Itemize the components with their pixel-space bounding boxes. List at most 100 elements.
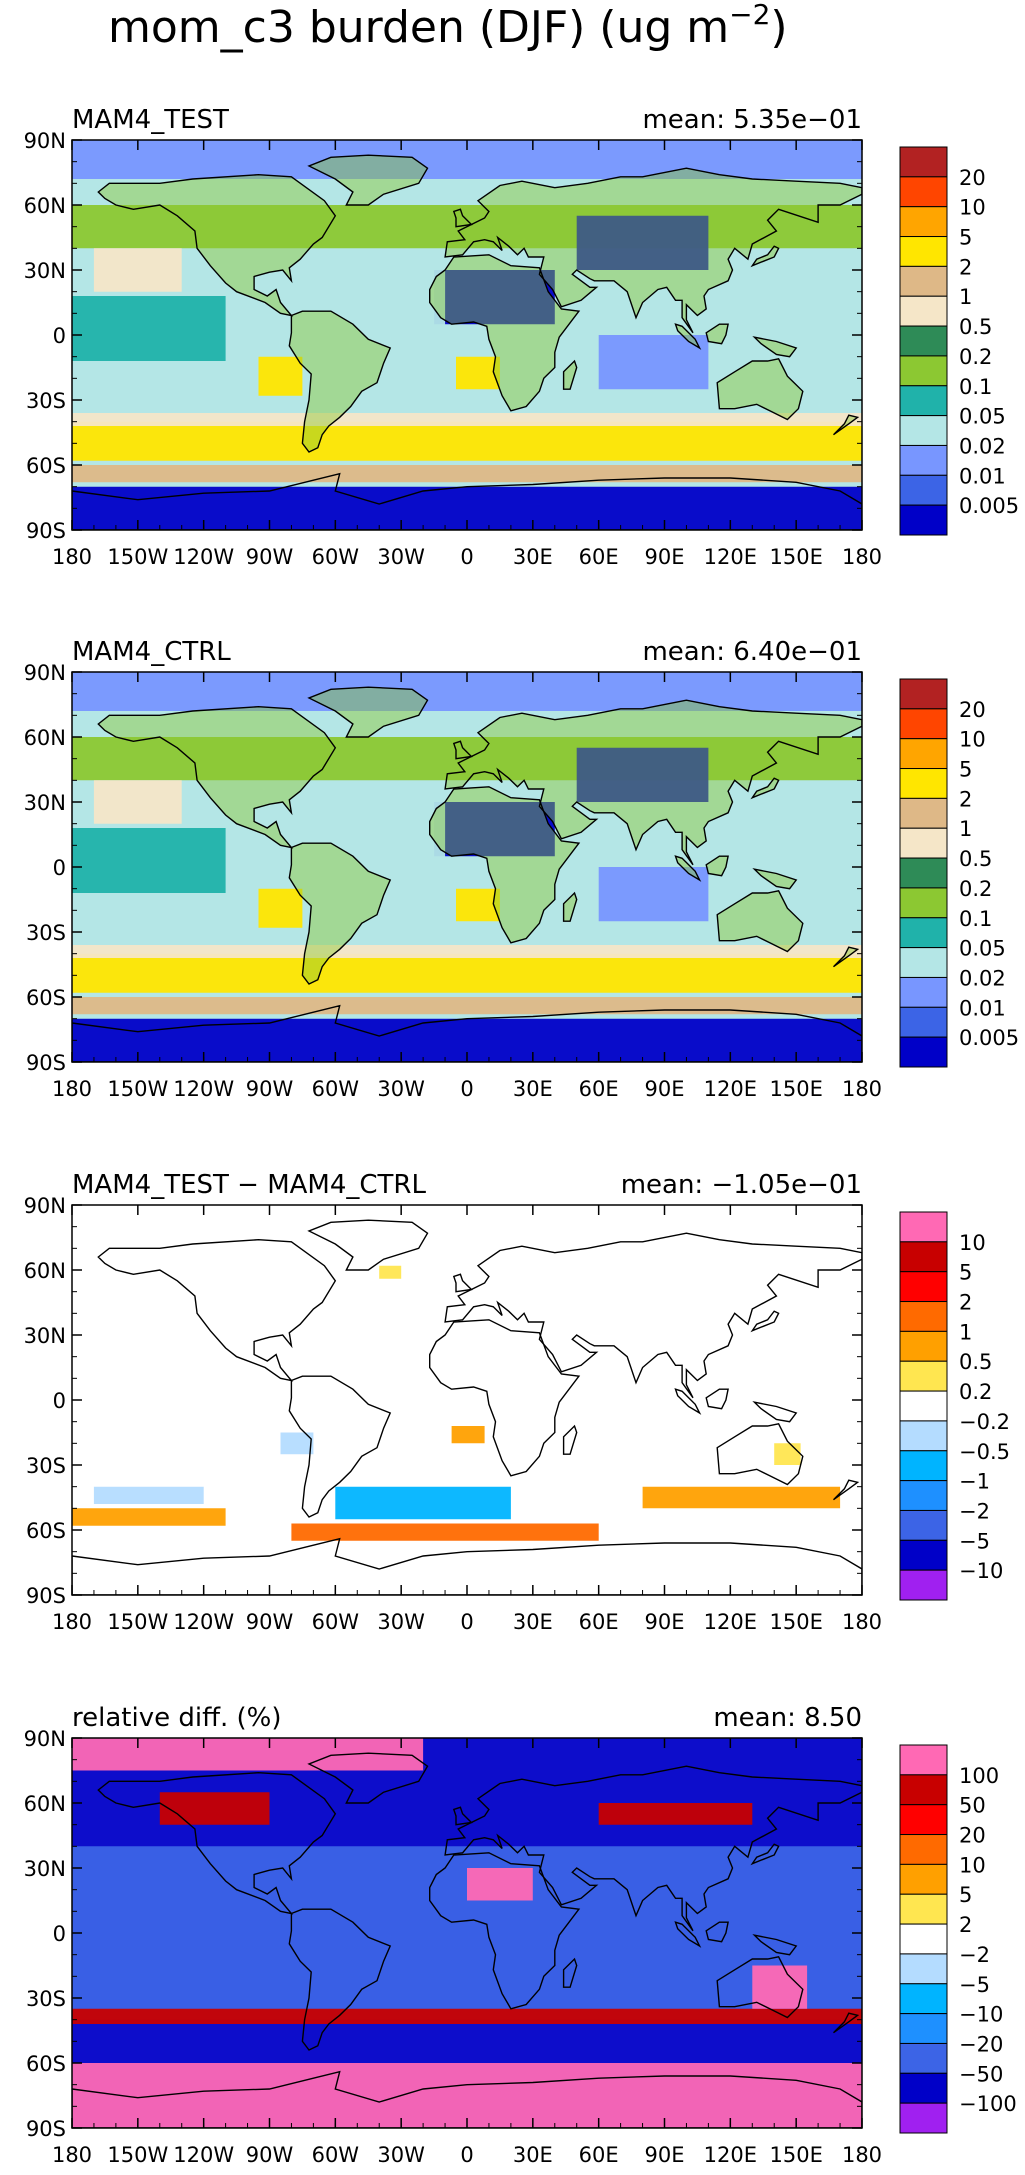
coastline-eurasia: [444, 699, 862, 866]
colorbar: 20 10 5 2 1 0.5 0.2 0.1 0.05 0.02 0.01 0.005: [899, 146, 1019, 536]
land-tint-eurasia: [445, 700, 862, 865]
lon-tick-label: 90E: [645, 545, 685, 569]
colorbar-swatch: [899, 1863, 948, 1895]
land-tint-australia: [717, 358, 803, 420]
coastline-new-guinea: [752, 336, 798, 358]
colorbar-label: −0.5: [959, 1440, 1010, 1464]
lon-tick-label: 120W: [173, 545, 234, 569]
panel-title: relative diff. (%): [72, 1703, 282, 1733]
lon-tick-label: 150E: [769, 545, 822, 569]
coastline-new-zealand: [833, 414, 860, 436]
coastline-new-zealand: [833, 946, 860, 968]
lat-tick-label: 90S: [26, 1584, 66, 1608]
coastline-south-america: [288, 1375, 392, 1518]
lon-tick-label: 90W: [246, 1077, 294, 1101]
coastline-africa: [429, 1852, 581, 2010]
lat-tick-label: 0: [53, 324, 66, 348]
lat-tick-label: 30N: [24, 791, 66, 815]
colorbar-swatch: [899, 1804, 948, 1836]
colorbar-swatch: [899, 1509, 948, 1541]
coastline-sumatra: [674, 1388, 702, 1415]
lon-tick-label: 60E: [579, 1610, 619, 1634]
field-region-red-band-south: [72, 2008, 862, 2024]
lat-tick-label: 30N: [24, 259, 66, 283]
field-region-af-plume: [456, 888, 500, 922]
lon-tick-label: 60E: [579, 545, 619, 569]
colorbar-swatch: [899, 1834, 948, 1865]
coastline-japan: [750, 1843, 780, 1866]
coastline-eurasia: [444, 1765, 862, 1932]
colorbar-swatch: [899, 678, 948, 710]
colorbar-label: −10: [959, 1559, 1003, 1583]
lon-tick-label: 0: [460, 1610, 473, 1634]
lon-tick-label: 60W: [312, 2143, 360, 2167]
colorbar-label: 0.5: [959, 315, 992, 339]
field-region-pac-sub-north: [93, 248, 182, 292]
colorbar-label: −5: [959, 1529, 990, 1553]
coastline-south-america: [288, 1908, 392, 2051]
field-region-band-south-mid-beige: [72, 945, 862, 958]
lon-tick-label: 150W: [107, 1077, 168, 1101]
field-region-pos-atl-n: [379, 1265, 402, 1279]
lon-tick-label: 120E: [704, 2143, 757, 2167]
field-region-band-south-mid: [72, 953, 862, 993]
coastline-australia: [716, 1956, 804, 2019]
coastline-new-zealand: [833, 2012, 860, 2034]
lon-tick-label: 90E: [645, 2143, 685, 2167]
colorbar-label: 10: [959, 1853, 986, 1877]
field-region-neg-south-atl: [335, 1486, 511, 1520]
panel-4: relative diff. (%) mean: 8.50 90N 60N 30N 0 30…: [24, 1703, 1017, 2167]
land-tint-australia: [717, 890, 803, 952]
colorbar-label: −1: [959, 1470, 990, 1494]
colorbar-label: −10: [959, 2003, 1003, 2027]
colorbar-swatch: [899, 1301, 948, 1332]
lon-tick-label: 30E: [513, 545, 553, 569]
colorbar-label: 0.1: [959, 907, 992, 931]
colorbar-swatch: [899, 444, 948, 476]
panel-title: MAM4_CTRL: [72, 637, 231, 667]
lon-tick-label: 60E: [579, 2143, 619, 2167]
colorbar-label: 2: [959, 255, 972, 279]
field-region-asia-low: [576, 215, 709, 270]
colorbar-label: 20: [959, 1824, 986, 1848]
field-region-sahara-low: [434, 802, 555, 857]
lon-tick-label: 30W: [377, 2143, 425, 2167]
land-tint-greenland: [309, 687, 428, 737]
colorbar-label: 2: [959, 787, 972, 811]
lon-tick-label: 90W: [246, 2143, 294, 2167]
colorbar-swatch: [899, 2042, 948, 2074]
panel-1: MAM4_TEST mean: 5.35e−01 90N 60N 30N 0 30S 60S 9…: [24, 105, 1020, 569]
field-region-ind-low: [598, 867, 709, 922]
colorbar-swatch: [899, 797, 948, 829]
lon-tick-label: 60W: [312, 1077, 360, 1101]
field-region-pos-af: [451, 1426, 485, 1444]
colorbar-label: 5: [959, 758, 972, 782]
coastline-greenland: [307, 686, 429, 738]
field-region-sa-plume: [258, 888, 303, 928]
lon-tick-label: 120E: [704, 1077, 757, 1101]
lon-tick-label: 180: [842, 2143, 882, 2167]
colorbar-label: −5: [959, 1973, 990, 1997]
colorbar-swatch: [899, 176, 948, 208]
coastline-eurasia: [444, 1232, 862, 1399]
colorbar-swatch: [899, 1744, 948, 1776]
land-tint-north-america: [98, 706, 336, 848]
lon-tick-label: 90E: [645, 1077, 685, 1101]
lat-tick-label: 30S: [26, 1454, 66, 1478]
lon-tick-label: 90E: [645, 1610, 685, 1634]
land-tint-north-america: [98, 174, 336, 316]
coastline-sumatra: [674, 1921, 702, 1948]
land-tint-borneo: [706, 856, 729, 876]
colorbar-swatch: [899, 1983, 948, 2015]
lat-tick-label: 90N: [24, 661, 66, 685]
lon-tick-label: 60W: [312, 545, 360, 569]
coastline-eurasia: [444, 167, 862, 334]
colorbar-label: −20: [959, 2032, 1003, 2056]
coastline-antarctica: [72, 472, 862, 530]
colorbar-swatch: [899, 415, 948, 446]
coastline-borneo: [705, 323, 729, 345]
coastline-new-zealand: [833, 1479, 860, 1501]
colorbar-label: −2: [959, 1943, 990, 1967]
panel-mean: mean: 6.40e−01: [642, 637, 862, 667]
